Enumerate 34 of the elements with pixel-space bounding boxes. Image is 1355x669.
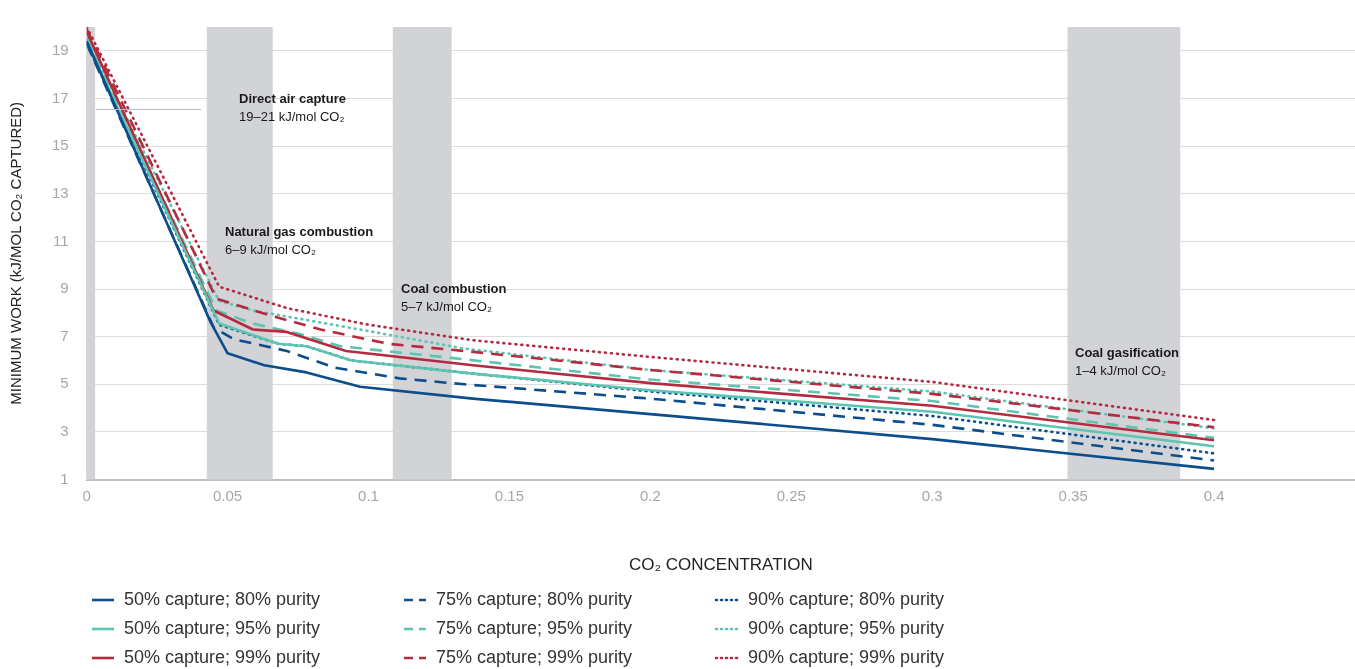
x-tick-label: 0 bbox=[82, 486, 91, 504]
x-axis-title: CO₂ CONCENTRATION bbox=[628, 555, 813, 575]
legend-label: 50% capture; 95% purity bbox=[124, 618, 321, 639]
y-tick-label: 3 bbox=[60, 422, 69, 440]
x-tick-label: 0.2 bbox=[639, 486, 661, 504]
y-tick-label: 9 bbox=[60, 279, 69, 297]
band-label: Coal gasification 1–4 kJ/mol CO₂ bbox=[1075, 345, 1180, 378]
y-tick-label: 1 bbox=[60, 469, 69, 487]
y-tick-label: 19 bbox=[52, 40, 69, 58]
x-tick-label: 0.1 bbox=[358, 486, 379, 504]
x-tick-label: 0.35 bbox=[1058, 486, 1088, 504]
legend-label: 90% capture; 95% purity bbox=[748, 618, 945, 639]
x-tick-label: 0.25 bbox=[776, 486, 806, 504]
legend-label: 75% capture; 99% purity bbox=[436, 647, 633, 668]
legend-label: 90% capture; 99% purity bbox=[748, 647, 945, 668]
x-tick-label: 0.05 bbox=[213, 486, 243, 504]
annotation: Direct air capture 19–21 kJ/mol CO₂ bbox=[239, 91, 346, 124]
y-tick-label: 11 bbox=[53, 231, 69, 249]
y-tick-label: 15 bbox=[52, 136, 69, 154]
y-axis-title: MINIMUM WORK (kJ/MOL CO₂ CAPTURED) bbox=[7, 101, 25, 405]
legend-label: 75% capture; 80% purity bbox=[436, 589, 633, 610]
y-tick-label: 13 bbox=[52, 183, 69, 201]
x-tick-label: 0.15 bbox=[494, 486, 525, 504]
band-label: Natural gas combustion 6–9 kJ/mol CO₂ bbox=[225, 224, 374, 257]
legend-label: 90% capture; 80% purity bbox=[748, 589, 945, 610]
y-tick-label: 5 bbox=[60, 374, 69, 392]
legend-label: 50% capture; 99% purity bbox=[124, 647, 321, 668]
legend-label: 75% capture; 95% purity bbox=[436, 618, 633, 639]
y-tick-label: 17 bbox=[52, 88, 69, 106]
x-tick-label: 0.4 bbox=[1203, 486, 1225, 504]
band-label: Coal combustion 5–7 kJ/mol CO₂ bbox=[401, 281, 507, 314]
y-tick-label: 7 bbox=[60, 326, 69, 344]
legend-label: 50% capture; 80% purity bbox=[124, 589, 321, 610]
x-tick-label: 0.3 bbox=[921, 486, 943, 504]
